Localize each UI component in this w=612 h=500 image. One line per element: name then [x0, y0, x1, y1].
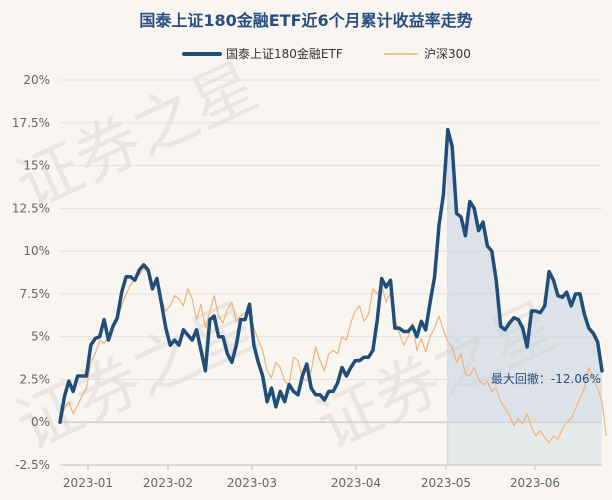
x-tick-label: 2023-05	[421, 476, 471, 490]
y-tick-label: 12.5%	[12, 201, 50, 215]
legend: 国泰上证180金融ETF 沪深300	[182, 46, 471, 61]
y-axis: 20% 17.5% 15% 12.5% 10% 7.5% 5% 2.5% 0% -2.5%	[12, 73, 50, 472]
drawdown-area	[447, 129, 602, 423]
max-drawdown-label: 最大回撤：-12.06%	[491, 371, 601, 386]
y-tick-label: 7.5%	[20, 287, 51, 301]
grid	[60, 79, 602, 466]
x-tick-label: 2023-04	[331, 476, 381, 490]
legend-label-index: 沪深300	[424, 47, 471, 61]
plot-area	[58, 127, 607, 465]
x-axis: 2023-01 2023-02 2023-03 2023-04 2023-05 2023-…	[63, 465, 560, 490]
x-tick-label: 2023-01	[63, 476, 113, 490]
y-tick-label: 10%	[23, 244, 50, 258]
x-tick-label: 2023-02	[143, 476, 193, 490]
y-tick-label: -2.5%	[15, 458, 50, 472]
chart-title: 国泰上证180金融ETF近6个月累计收益率走势	[139, 11, 472, 30]
y-tick-label: 2.5%	[20, 372, 51, 386]
legend-label-fund: 国泰上证180金融ETF	[226, 46, 343, 61]
x-tick-label: 2023-06	[510, 476, 560, 490]
series-line-fund	[58, 127, 604, 424]
y-tick-label: 5%	[31, 330, 50, 344]
y-tick-label: 20%	[23, 73, 50, 87]
y-tick-label: 15%	[23, 159, 50, 173]
drawdown-area-below-zero	[447, 422, 602, 465]
y-tick-label: 0%	[31, 415, 50, 429]
y-tick-label: 17.5%	[12, 116, 50, 130]
x-tick-label: 2023-03	[227, 476, 277, 490]
